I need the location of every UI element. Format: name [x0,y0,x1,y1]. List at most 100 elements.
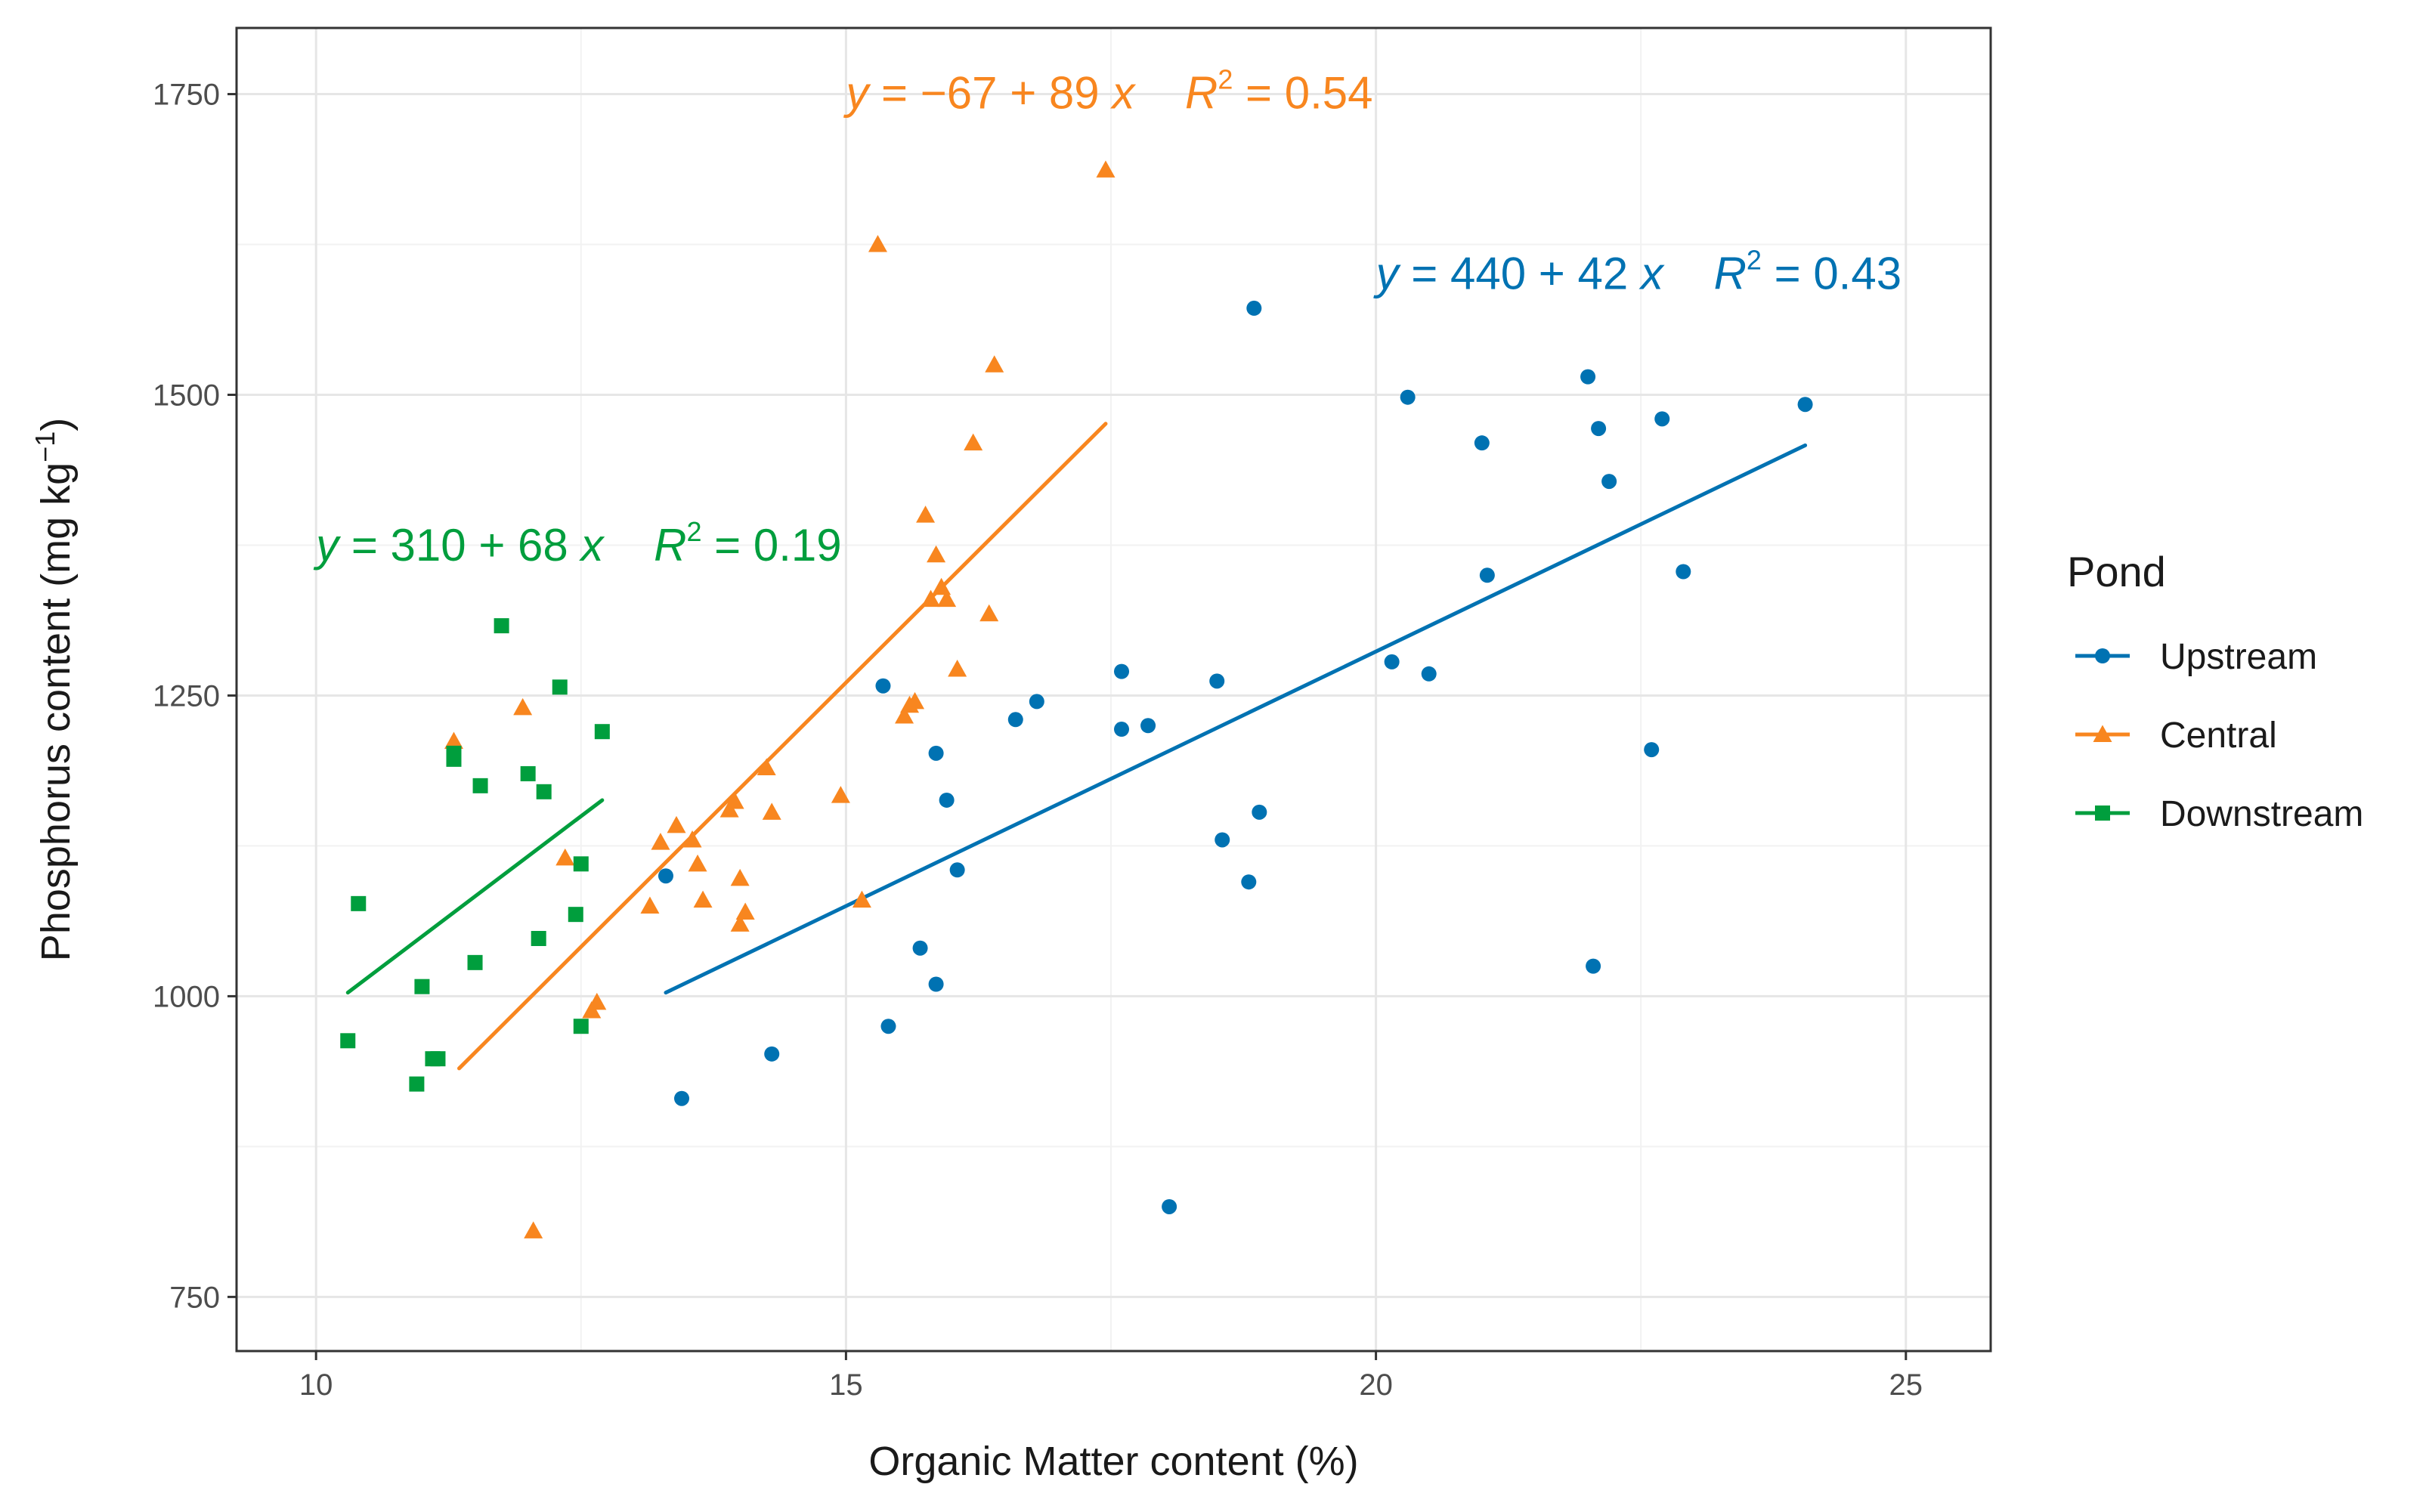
downstream-point [552,679,568,695]
upstream-point [928,745,944,761]
upstream-point [1654,411,1670,427]
downstream-equation: y = 310 + 68 x R2 = 0.19 [313,516,842,570]
downstream-point [340,1033,356,1049]
central-point [555,848,575,866]
upstream-point [875,678,891,694]
upstream-point [928,976,944,992]
downstream-point [531,931,546,947]
x-tick-label: 15 [829,1368,863,1402]
downstream-point [467,954,483,970]
y-tick-label: 1000 [153,980,220,1013]
central-point [932,577,952,595]
downstream-point [446,745,462,761]
upstream-point [1215,832,1230,848]
upstream-point [1586,958,1601,974]
upstream-point [1676,564,1691,580]
central-point [1096,160,1116,178]
central-point [667,815,686,833]
upstream-point [880,1019,896,1034]
upstream-point [949,862,965,878]
central-point [985,355,1004,373]
central-point [948,659,967,677]
central-point [730,914,750,932]
legend-key-marker-upstream [2095,648,2110,663]
legend-label-upstream: Upstream [2160,637,2317,677]
central-point [651,833,670,850]
upstream-point [1252,804,1267,820]
upstream-point [1400,389,1416,405]
legend-label-central: Central [2160,716,2277,756]
upstream-point [1644,742,1660,758]
legend-key-marker-downstream [2095,805,2110,821]
central-point [762,802,781,820]
downstream-point [594,724,610,740]
y-tick-label: 1250 [153,679,220,713]
regression-equations: y = 440 + 42 x R2 = 0.43 y = −67 + 89 x R… [313,64,1902,571]
downstream-point [351,895,367,911]
central-point [682,830,702,848]
plot-panel-border [235,26,1992,1353]
upstream-point [1384,654,1400,669]
y-tick-label: 1500 [153,379,220,413]
downstream-point [573,856,589,872]
upstream-point [1209,673,1225,689]
upstream-point [1479,567,1495,583]
central-point [688,854,707,872]
central-point [979,604,999,622]
central-point [524,1221,543,1238]
central-point [725,792,744,809]
legend-title: Pond [2067,548,2166,595]
central-point [868,235,887,252]
downstream-point [409,1076,425,1092]
downstream-point [414,979,430,994]
upstream-point [1241,874,1257,890]
upstream-point [674,1090,690,1106]
upstream-point [1246,300,1262,316]
axis-ticks: 10 15 20 25 750 1000 1250 1500 1750 [153,79,1923,1402]
central-point [587,992,607,1010]
downstream-point [520,765,536,781]
plot-panel [237,28,1991,1351]
x-axis-title: Organic Matter content (%) [868,1439,1358,1484]
upstream-fit-line [664,443,1808,995]
regression-lines [345,422,1808,1071]
upstream-point [1007,712,1023,728]
downstream-point [494,618,509,634]
x-tick-label: 25 [1889,1368,1923,1402]
central-point [905,691,925,710]
central-point [916,506,936,523]
grid [237,28,1991,1351]
upstream-point [1114,722,1130,737]
upstream-point [1601,474,1617,490]
legend: Pond Upstream Central Downstream [2067,548,2363,834]
upstream-point [1797,397,1813,413]
central-point [937,589,957,608]
legend-label-downstream: Downstream [2160,794,2363,834]
central-point [852,890,871,908]
upstream-point [1580,369,1596,385]
upstream-point [1140,718,1156,734]
central-point [730,868,750,886]
upstream-point [912,940,928,956]
y-axis-title: Phosphorus content (mg kg−1) [29,418,79,961]
central-point [921,589,941,608]
central-point [757,758,776,775]
central-equation: y = −67 + 89 x R2 = 0.54 [843,64,1372,119]
downstream-fit-line [345,798,605,995]
central-point [831,786,850,803]
upstream-point [1421,666,1437,682]
y-tick-label: 750 [169,1281,220,1314]
upstream-point [939,792,955,808]
central-point [513,697,533,716]
central-point [640,896,660,914]
upstream-point [1591,421,1607,437]
central-point [693,890,713,908]
central-point [735,902,755,920]
central-point [444,731,463,749]
legend-key-marker-central [2093,725,2112,742]
central-fit-line [457,422,1108,1071]
downstream-point [536,784,552,799]
central-point [964,433,983,451]
upstream-point [1474,435,1490,451]
upstream-equation: y = 440 + 42 x R2 = 0.43 [1373,244,1902,298]
